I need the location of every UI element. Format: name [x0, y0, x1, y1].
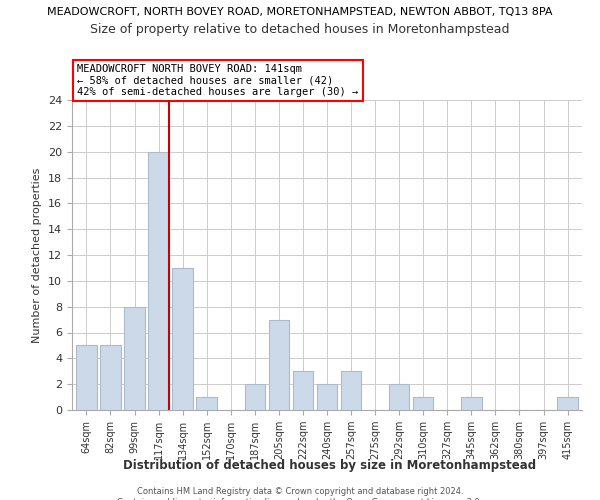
Bar — [148, 152, 169, 410]
Bar — [413, 397, 433, 410]
Bar — [76, 346, 97, 410]
Bar — [461, 397, 482, 410]
Text: Size of property relative to detached houses in Moretonhampstead: Size of property relative to detached ho… — [90, 22, 510, 36]
Bar — [269, 320, 289, 410]
Text: Distribution of detached houses by size in Moretonhampstead: Distribution of detached houses by size … — [124, 460, 536, 472]
Bar — [172, 268, 193, 410]
Bar — [557, 397, 578, 410]
Y-axis label: Number of detached properties: Number of detached properties — [32, 168, 43, 342]
Bar — [341, 371, 361, 410]
Bar — [124, 306, 145, 410]
Bar — [196, 397, 217, 410]
Bar — [245, 384, 265, 410]
Bar — [100, 346, 121, 410]
Bar — [293, 371, 313, 410]
Text: MEADOWCROFT NORTH BOVEY ROAD: 141sqm
← 58% of detached houses are smaller (42)
4: MEADOWCROFT NORTH BOVEY ROAD: 141sqm ← 5… — [77, 64, 358, 97]
Text: MEADOWCROFT, NORTH BOVEY ROAD, MORETONHAMPSTEAD, NEWTON ABBOT, TQ13 8PA: MEADOWCROFT, NORTH BOVEY ROAD, MORETONHA… — [47, 8, 553, 18]
Text: Contains HM Land Registry data © Crown copyright and database right 2024.
Contai: Contains HM Land Registry data © Crown c… — [118, 488, 482, 500]
Bar — [317, 384, 337, 410]
Bar — [389, 384, 409, 410]
